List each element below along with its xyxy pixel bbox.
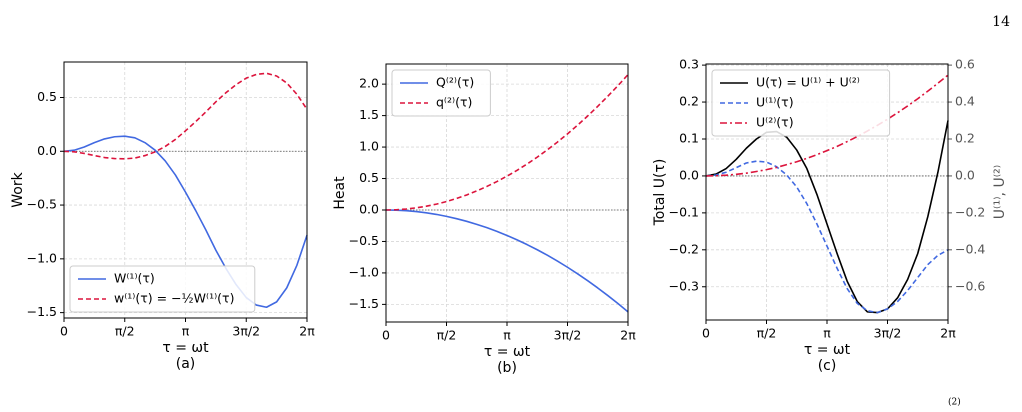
panel-label: (a) bbox=[176, 356, 196, 372]
x-tick-label: 0 bbox=[702, 326, 710, 341]
x-tick-label: 3π/2 bbox=[874, 326, 902, 341]
series-line bbox=[705, 74, 949, 177]
y2-axis-label: U⁽¹⁾, U⁽²⁾ bbox=[992, 165, 1008, 219]
y-tick-label: 0.0 bbox=[359, 201, 379, 216]
page-number: 14 bbox=[992, 14, 1010, 30]
y-tick-label: 0.0 bbox=[679, 167, 699, 182]
x-tick-label: 3π/2 bbox=[554, 328, 582, 343]
series-line bbox=[385, 209, 629, 313]
y2-tick-label: −0.2 bbox=[955, 204, 985, 219]
x-tick-label: 0 bbox=[60, 324, 68, 339]
x-tick-label: 0 bbox=[382, 328, 390, 343]
x-axis-label: τ = ωt bbox=[484, 344, 531, 360]
y-axis-label: Heat bbox=[332, 176, 348, 210]
x-tick-label: π/2 bbox=[437, 328, 457, 343]
y-tick-label: −1.5 bbox=[349, 296, 379, 311]
y-tick-label: 0.5 bbox=[37, 89, 57, 104]
legend-label: U(τ) = U⁽¹⁾ + U⁽²⁾ bbox=[756, 75, 860, 90]
y-tick-label: 0.3 bbox=[679, 57, 699, 72]
legend-label: q⁽²⁾(τ) bbox=[436, 95, 472, 110]
series-line bbox=[385, 74, 629, 211]
y-tick-label: −0.5 bbox=[27, 197, 57, 212]
panel-label: (c) bbox=[818, 358, 837, 374]
x-tick-label: π/2 bbox=[757, 326, 777, 341]
plot-frame bbox=[705, 63, 949, 321]
y-tick-label: −1.0 bbox=[27, 250, 57, 265]
legend-box bbox=[711, 69, 891, 137]
x-tick-label: π/2 bbox=[115, 324, 135, 339]
series-line bbox=[705, 160, 949, 314]
y-tick-label: 1.5 bbox=[359, 107, 379, 122]
plot-frame bbox=[63, 61, 308, 319]
y-tick-label: −1.5 bbox=[27, 304, 57, 319]
x-tick-label: 2π bbox=[299, 324, 315, 339]
legend-label: U⁽²⁾(τ) bbox=[756, 115, 794, 130]
y-tick-label: 0.2 bbox=[679, 94, 699, 109]
y-axis-label: Work bbox=[10, 171, 26, 207]
x-axis-label: τ = ωt bbox=[162, 340, 209, 356]
y-tick-label: −0.3 bbox=[669, 278, 699, 293]
legend-label: Q⁽²⁾(τ) bbox=[436, 75, 474, 90]
x-tick-label: 2π bbox=[940, 326, 956, 341]
x-tick-label: 2π bbox=[620, 328, 636, 343]
y-tick-label: −0.1 bbox=[669, 204, 699, 219]
y-tick-label: 1.0 bbox=[359, 139, 379, 154]
y2-tick-label: −0.4 bbox=[955, 241, 985, 256]
y-tick-label: 0.5 bbox=[359, 170, 379, 185]
x-axis-label: τ = ωt bbox=[804, 342, 851, 358]
legend-label: U⁽¹⁾(τ) bbox=[756, 95, 794, 110]
x-tick-label: π bbox=[503, 328, 511, 343]
y2-tick-label: −0.6 bbox=[955, 278, 985, 293]
y2-tick-label: 0.4 bbox=[955, 94, 975, 109]
series-line bbox=[705, 120, 949, 314]
legend-box bbox=[391, 69, 491, 117]
x-tick-label: π bbox=[182, 324, 190, 339]
legend-label: w⁽¹⁾(τ) = −½W⁽¹⁾(τ) bbox=[114, 291, 234, 306]
x-tick-label: 3π/2 bbox=[232, 324, 260, 339]
y-tick-label: 2.0 bbox=[359, 76, 379, 91]
legend-label: W⁽¹⁾(τ) bbox=[114, 271, 155, 286]
y2-tick-label: 0.2 bbox=[955, 130, 975, 145]
y-tick-label: 0.0 bbox=[37, 143, 57, 158]
y-axis-label: Total U(τ) bbox=[652, 159, 668, 227]
y2-tick-label: 0.0 bbox=[955, 167, 975, 182]
y-tick-label: −0.5 bbox=[349, 233, 379, 248]
series-line bbox=[63, 135, 308, 309]
series-line bbox=[63, 72, 308, 160]
plot-frame bbox=[385, 63, 629, 323]
y-tick-label: 0.1 bbox=[679, 130, 699, 145]
y2-tick-label: 0.6 bbox=[955, 57, 975, 72]
y-tick-label: −0.2 bbox=[669, 241, 699, 256]
panel-label: (b) bbox=[497, 360, 517, 376]
x-tick-label: π bbox=[823, 326, 831, 341]
y-tick-label: −1.0 bbox=[349, 264, 379, 279]
footer-fragment: (2) bbox=[948, 397, 961, 408]
legend-box bbox=[69, 265, 256, 313]
